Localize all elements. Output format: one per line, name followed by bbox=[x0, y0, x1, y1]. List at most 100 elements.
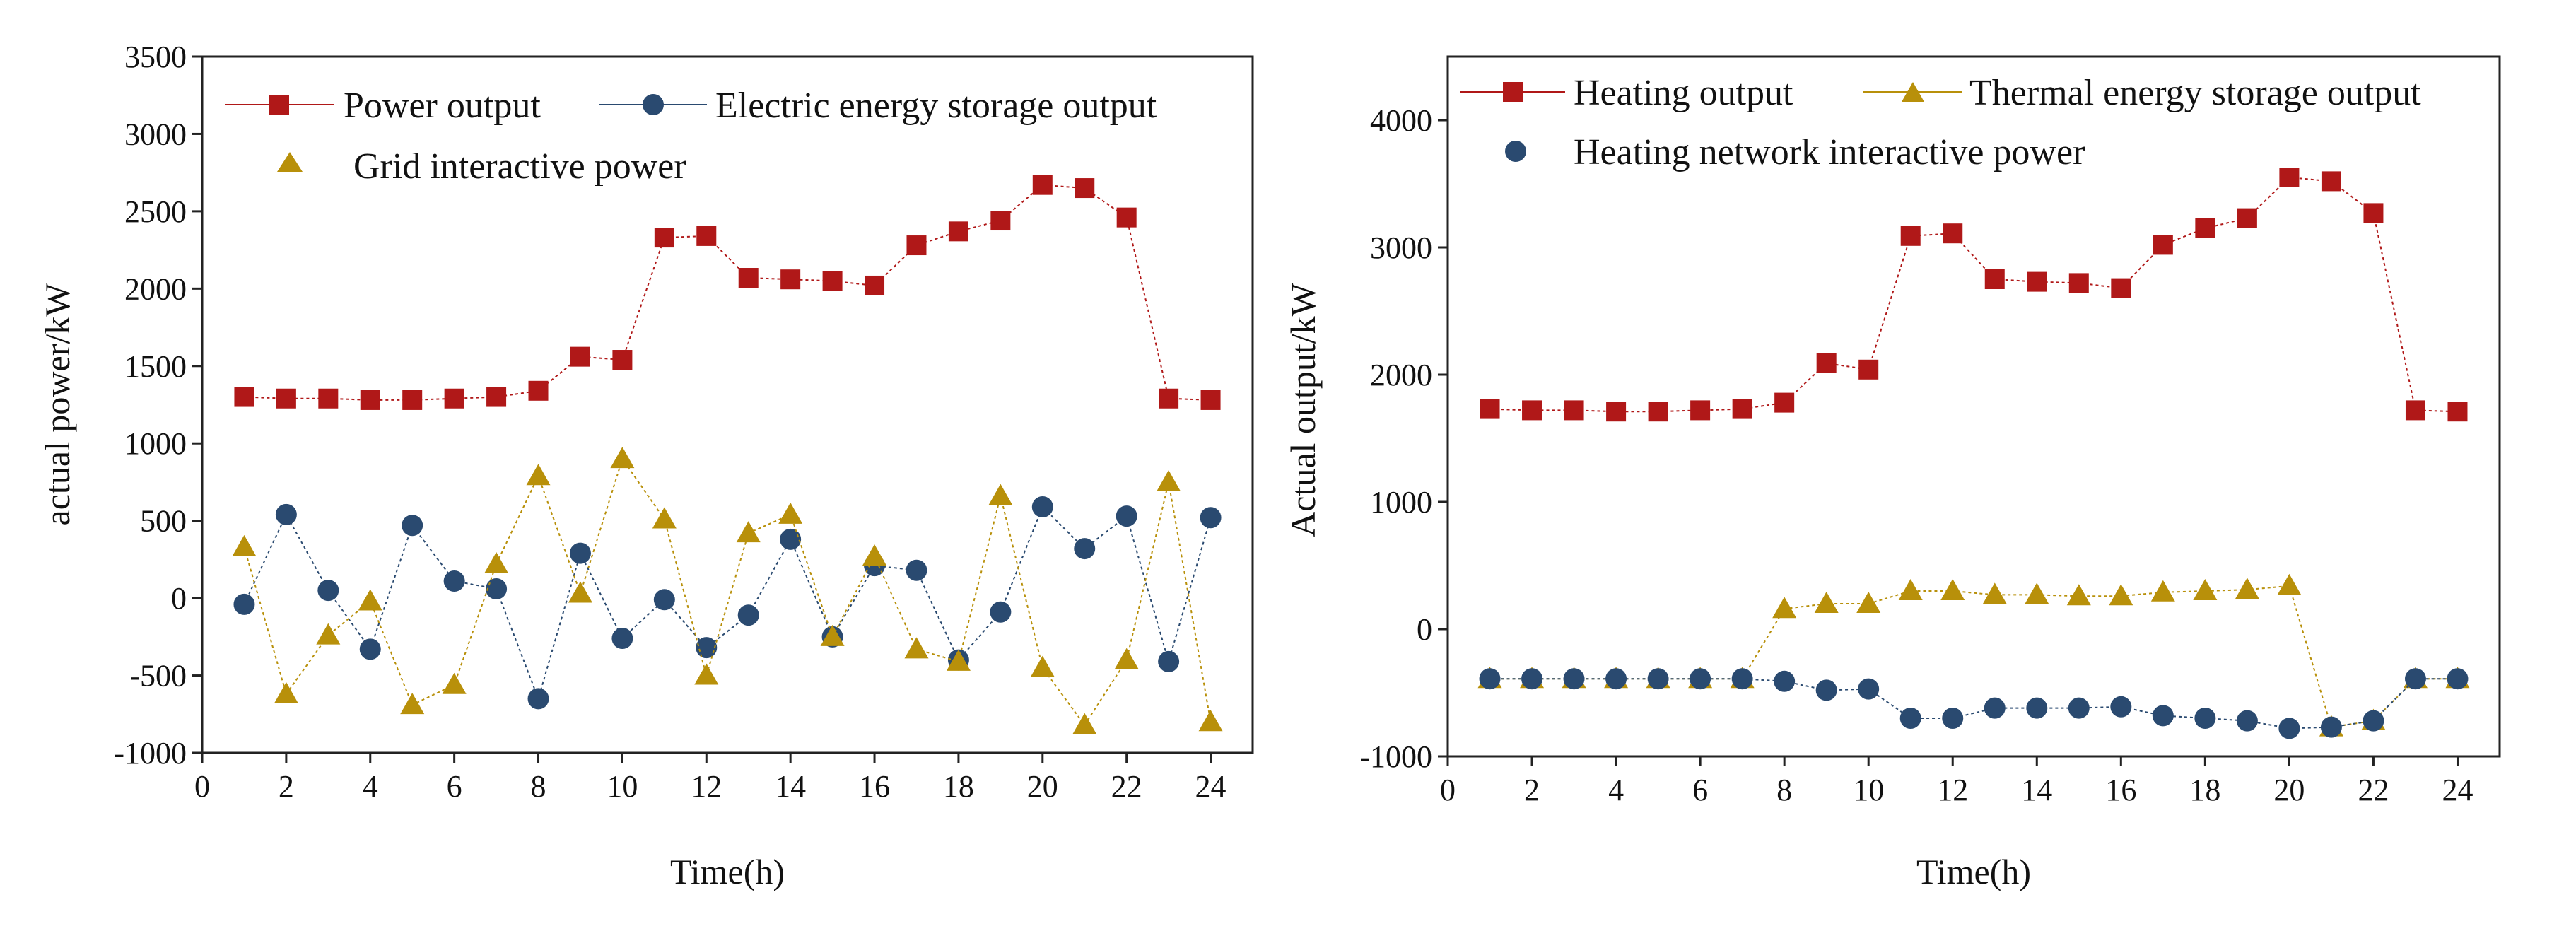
data-point-triangle bbox=[1940, 579, 1965, 600]
legend-item-power-output: Power output bbox=[225, 86, 541, 126]
data-point-circle bbox=[1774, 670, 1796, 692]
data-point-circle bbox=[1899, 708, 1921, 729]
y-tick-label: 500 bbox=[140, 504, 187, 539]
data-point-triangle bbox=[1072, 713, 1097, 734]
data-point-square bbox=[402, 390, 423, 410]
data-point-triangle bbox=[1030, 655, 1055, 677]
y-tick-label: -1000 bbox=[114, 736, 187, 771]
data-point-triangle bbox=[694, 663, 719, 685]
y-axis-title: Actual output/kW bbox=[1283, 282, 1323, 537]
data-point-square bbox=[1774, 392, 1795, 413]
y-axis-title: actual power/kW bbox=[37, 283, 77, 526]
data-point-square bbox=[780, 269, 801, 290]
data-point-triangle bbox=[736, 521, 761, 543]
x-tick-label: 10 bbox=[1853, 773, 1884, 807]
data-point-triangle bbox=[778, 502, 803, 524]
data-point-triangle bbox=[442, 672, 467, 694]
x-tick-label: 24 bbox=[2442, 773, 2473, 807]
data-point-square bbox=[612, 350, 633, 370]
axis-ticks: 0 2 4 6 8 10 12 14 16 18 20 22 24-100001000200030004… bbox=[1359, 103, 2473, 807]
data-point-circle bbox=[1521, 668, 1543, 690]
data-point-circle bbox=[2068, 697, 2090, 719]
y-tick-label: 3000 bbox=[124, 117, 187, 151]
data-point-circle bbox=[696, 637, 718, 659]
legend-label: Electric energy storage output bbox=[715, 86, 1157, 126]
data-point-square bbox=[2405, 400, 2425, 421]
x-tick-label: 12 bbox=[691, 769, 722, 804]
data-point-square bbox=[1606, 402, 1627, 422]
y-tick-label: 2500 bbox=[124, 194, 187, 229]
data-point-square bbox=[234, 387, 254, 407]
x-tick-label: 20 bbox=[1027, 769, 1058, 804]
data-point-triangle bbox=[904, 637, 929, 659]
x-tick-label: 22 bbox=[1111, 769, 1142, 804]
data-point-square bbox=[1858, 359, 1879, 380]
series-electric-energy-storage-output bbox=[233, 496, 1222, 710]
x-tick-label: 14 bbox=[2021, 773, 2052, 807]
data-point-triangle bbox=[2277, 573, 2302, 595]
data-point-triangle bbox=[484, 551, 509, 573]
data-point-circle bbox=[2194, 708, 2216, 729]
data-point-circle bbox=[1200, 507, 1222, 529]
series-line bbox=[1489, 585, 2458, 728]
data-point-triangle bbox=[2109, 584, 2133, 606]
legend-item-heating-output: Heating output bbox=[1460, 73, 1793, 113]
data-point-circle bbox=[1074, 538, 1096, 560]
legend-marker-circle bbox=[643, 94, 664, 115]
x-tick-label: 24 bbox=[1195, 769, 1226, 804]
data-point-circle bbox=[2026, 697, 2048, 719]
x-tick-label: 2 bbox=[1524, 773, 1540, 807]
series-layer bbox=[1477, 168, 2470, 739]
data-point-circle bbox=[1942, 708, 1964, 729]
legend-marker-triangle bbox=[1902, 82, 1924, 102]
data-point-circle bbox=[1116, 505, 1137, 527]
data-point-circle bbox=[737, 604, 759, 626]
data-point-circle bbox=[1731, 668, 1753, 690]
legend-marker-square bbox=[1503, 82, 1523, 102]
legend-label: Heating output bbox=[1574, 73, 1793, 113]
y-tick-label: 3500 bbox=[124, 40, 187, 74]
data-point-circle bbox=[275, 503, 297, 525]
series-layer bbox=[232, 175, 1223, 734]
data-point-circle bbox=[1647, 668, 1669, 690]
data-point-square bbox=[1480, 399, 1500, 419]
data-point-square bbox=[1564, 400, 1584, 421]
data-point-square bbox=[1690, 400, 1711, 421]
data-point-square bbox=[1816, 353, 1837, 373]
data-point-square bbox=[1900, 226, 1921, 246]
data-point-square bbox=[1943, 223, 1963, 244]
legend-item-heating-network: Heating network interactive power bbox=[1505, 132, 2085, 172]
data-point-triangle bbox=[2150, 580, 2175, 602]
x-tick-label: 6 bbox=[1692, 773, 1708, 807]
x-tick-label: 20 bbox=[2273, 773, 2305, 807]
x-tick-label: 4 bbox=[1608, 773, 1624, 807]
y-tick-label: -1000 bbox=[1359, 739, 1432, 774]
data-point-square bbox=[528, 380, 549, 401]
x-tick-label: 0 bbox=[194, 769, 210, 804]
x-tick-label: 22 bbox=[2358, 773, 2389, 807]
data-point-circle bbox=[653, 589, 675, 611]
y-tick-label: 0 bbox=[1417, 612, 1432, 647]
data-point-square bbox=[1732, 399, 1752, 419]
data-point-square bbox=[1522, 400, 1542, 421]
data-point-square bbox=[1032, 175, 1053, 195]
data-point-square bbox=[2068, 273, 2089, 293]
data-point-square bbox=[486, 387, 507, 407]
data-point-circle bbox=[527, 688, 549, 710]
data-point-square bbox=[822, 271, 843, 291]
data-point-square bbox=[1116, 207, 1137, 228]
series-heating-output bbox=[1480, 168, 2468, 422]
data-point-circle bbox=[1158, 650, 1180, 672]
legend-marker-square bbox=[269, 95, 289, 115]
data-point-square bbox=[2279, 168, 2300, 187]
data-point-square bbox=[865, 275, 885, 295]
data-point-square bbox=[276, 388, 296, 409]
x-axis-title: Time(h) bbox=[670, 852, 785, 891]
legend: Power output Electric energy storage out… bbox=[225, 86, 1157, 187]
series-line bbox=[1489, 678, 2458, 730]
data-point-triangle bbox=[274, 681, 298, 703]
data-point-triangle bbox=[820, 624, 845, 646]
chart-thermal: 0 2 4 6 8 10 12 14 16 18 20 22 24-100001000200030004… bbox=[1283, 55, 2501, 891]
x-tick-label: 4 bbox=[363, 769, 378, 804]
